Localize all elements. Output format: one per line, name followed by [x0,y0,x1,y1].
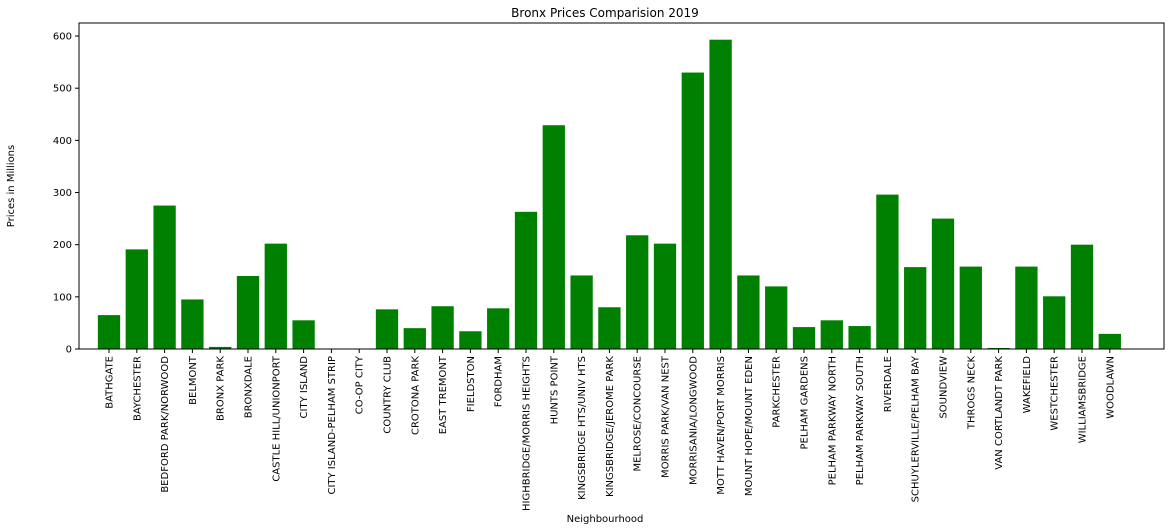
bar-15 [514,211,538,349]
x-tick-label-5: BRONXDALE [244,356,255,418]
bar-10 [375,309,399,349]
x-tick-label-27: PELHAM PARKWAY SOUTH [855,356,866,485]
bar-35 [1070,244,1094,349]
x-tick-label-35: WILLIAMSBRIDGE [1078,356,1089,443]
bar-30 [931,218,955,349]
x-tick-label-2: BEDFORD PARK/NORWOOD [160,356,171,493]
x-tick-label-9: CO-OP CITY [355,355,366,414]
bar-3 [181,299,204,349]
plot-frame [78,22,1165,350]
bar-21 [681,72,704,350]
bar-25 [792,327,816,349]
x-tick-label-29: SCHUYLERVILLE/PELHAM BAY [911,355,922,502]
x-tick-label-19: MELROSE/CONCOURSE [633,356,644,472]
bar-1 [125,249,148,349]
bar-19 [626,235,649,349]
x-tick-label-31: THROGS NECK [966,356,977,431]
x-tick-label-6: CASTLE HILL/UNIONPORT [271,355,282,482]
y-axis-label: Prices in Millions [6,145,17,228]
bar-18 [598,307,621,349]
bar-6 [264,243,287,349]
bar-11 [403,328,426,349]
x-tick-label-34: WESTCHESTER [1050,356,1061,431]
x-tick-label-0: BATHGATE [105,356,116,409]
x-tick-label-16: HUNTS POINT [549,355,560,424]
x-tick-label-11: CROTONA PARK [410,356,421,435]
x-tick-label-18: KINGSBRIDGE/JEROME PARK [605,356,616,497]
bar-13 [459,331,482,349]
x-tick-label-21: MORRISANIA/LONGWOOD [688,356,699,485]
x-tick-label-20: MORRIS PARK/VAN NEST [661,355,672,478]
bar-14 [487,308,510,349]
x-axis: BATHGATE BAYCHESTER BEDFORD PARK/NORWOOD BE… [105,349,1116,511]
bar-2 [153,205,176,349]
x-tick-label-8: CITY ISLAND-PELHAM STRIP [327,356,338,495]
x-tick-label-3: BELMONT [188,355,199,405]
x-axis-label: Neighbourhood [567,514,644,525]
x-tick-label-23: MOUNT HOPE/MOUNT EDEN [744,356,755,496]
bar-4 [209,346,232,349]
x-tick-label-7: CITY ISLAND [299,356,310,419]
bar-36 [1098,333,1121,349]
bar-26 [820,320,843,349]
x-tick-label-33: WAKEFIELD [1022,356,1033,414]
bar-29 [904,267,927,349]
bar-33 [1015,266,1038,349]
bar-16 [542,125,565,349]
x-tick-label-36: WOODLAWN [1105,356,1116,419]
x-tick-label-26: PELHAM PARKWAY NORTH [827,356,838,485]
y-tick-label-3: 300 [53,188,72,199]
y-tick-label-1: 100 [53,292,72,303]
bar-5 [236,275,260,349]
x-tick-label-4: BRONX PARK [216,356,227,421]
x-tick-label-28: RIVERDALE [883,356,894,412]
y-tick-label-2: 200 [53,240,72,251]
chart-title: Bronx Prices Comparision 2019 [511,6,699,20]
x-tick-label-30: SOUNDVIEW [939,356,950,419]
x-tick-label-13: FIELDSTON [466,356,477,412]
x-tick-label-25: PELHAM GARDENS [800,356,811,449]
bar-27 [848,326,871,349]
bar-28 [876,194,899,349]
bar-34 [1043,296,1066,349]
bar-7 [292,320,315,349]
x-tick-label-10: COUNTRY CLUB [383,356,394,434]
bar-31 [959,266,982,349]
x-tick-label-1: BAYCHESTER [132,356,143,421]
x-tick-label-17: KINGSBRIDGE HTS/UNIV HTS [577,356,588,500]
bar-22 [709,39,732,349]
x-tick-label-14: FORDHAM [494,356,505,407]
bar-23 [737,275,760,349]
x-tick-label-24: PARKCHESTER [772,356,783,428]
y-tick-label-0: 0 [66,345,72,356]
bars-group [97,39,1121,350]
x-tick-label-22: MOTT HAVEN/PORT MORRIS [716,356,727,495]
bar-0 [97,315,121,349]
bar-24 [765,286,788,349]
bar-32 [987,347,1010,349]
bar-17 [570,275,593,349]
x-tick-label-15: HIGHBRIDGE/MORRIS HEIGHTS [522,356,533,511]
x-tick-label-32: VAN CORTLANDT PARK [994,356,1005,470]
y-axis: 0 100 200 300 400 500 600 [53,32,79,356]
x-tick-label-12: EAST TREMONT [438,355,449,434]
y-tick-label-4: 400 [53,136,72,147]
bar-12 [431,306,454,349]
y-tick-label-5: 500 [53,84,72,95]
bar-20 [653,243,677,349]
y-tick-label-6: 600 [53,32,72,43]
